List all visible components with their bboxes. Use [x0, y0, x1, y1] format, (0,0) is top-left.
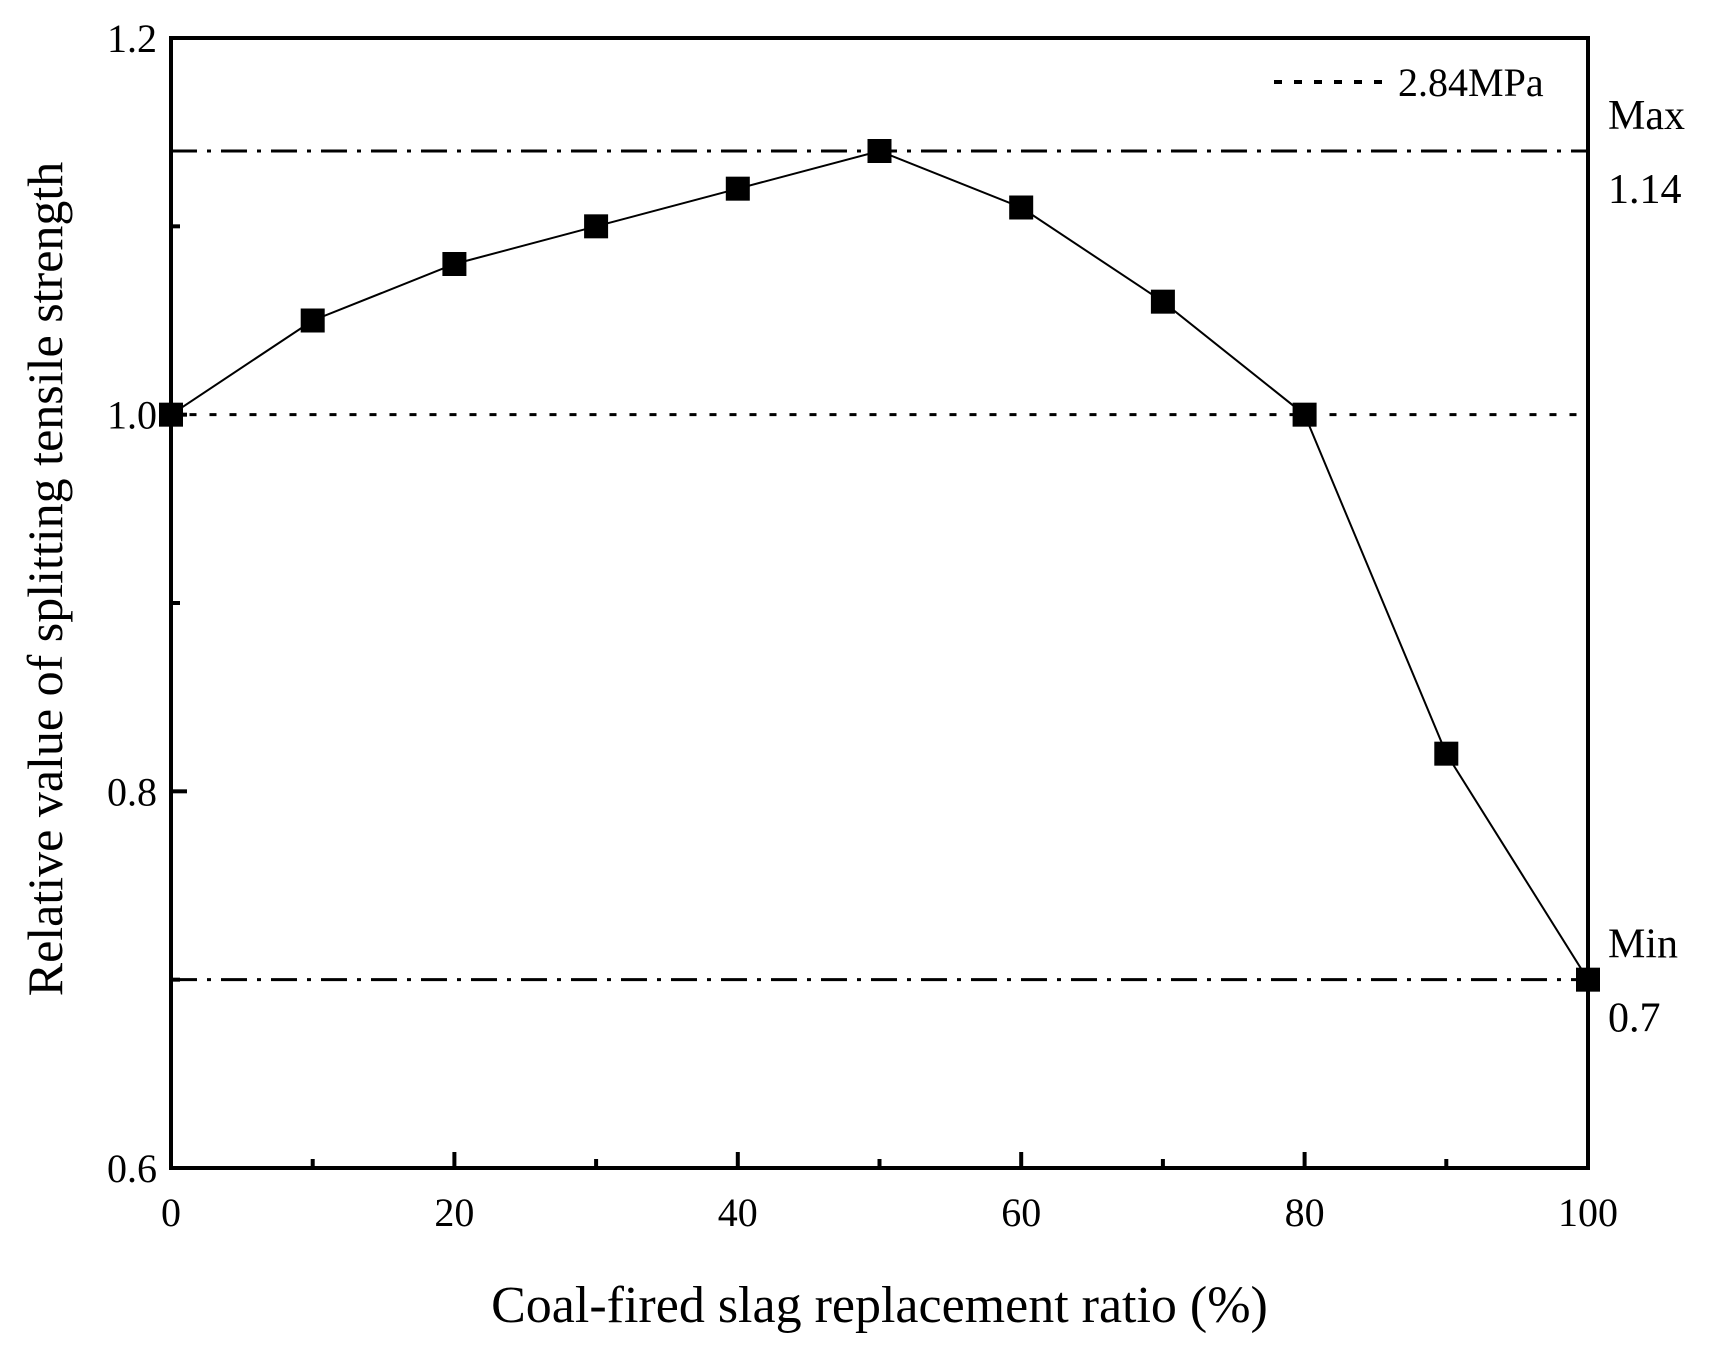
legend-label: 2.84MPa [1398, 60, 1544, 105]
reference-labels: Max 1.14 Min 0.7 [1608, 93, 1685, 1042]
reference-lines [169, 149, 1590, 982]
data-point [867, 139, 892, 163]
x-tick-label: 100 [1558, 1190, 1618, 1235]
y-axis-label: Relative value of splitting tensile stre… [17, 162, 73, 997]
legend: 2.84MPa [1274, 60, 1544, 105]
plot-frame [169, 36, 1590, 1170]
data-point [1292, 402, 1317, 427]
data-point [300, 308, 325, 333]
y-tick-label: 1.0 [107, 393, 157, 438]
reference-label-value-1: 1.14 [1608, 167, 1682, 213]
data-point [442, 252, 467, 276]
axis-ticks [169, 36, 1590, 1170]
x-tick-label: 40 [718, 1190, 758, 1235]
series-line-0 [170, 149, 1589, 981]
y-tick-label: 0.8 [107, 769, 157, 814]
series-layer [159, 139, 1600, 992]
reference-label-title-1: Max [1608, 93, 1685, 139]
data-point [725, 176, 750, 201]
x-axis-label: Coal-fired slag replacement ratio (%) [491, 1277, 1268, 1334]
data-point [1434, 741, 1459, 766]
y-tick-label: 0.6 [107, 1146, 157, 1191]
x-tick-label: 0 [161, 1190, 181, 1235]
reference-label-title-2: Min [1608, 922, 1678, 968]
x-tick-label: 20 [434, 1190, 474, 1235]
axis-tick-labels: 0 20 40 60 80 100 0.6 0.8 1.0 1.2 [107, 16, 1618, 1235]
reference-label-value-2: 0.7 [1608, 996, 1661, 1042]
data-point [1009, 195, 1034, 220]
data-point [584, 214, 609, 239]
x-tick-label: 60 [1001, 1190, 1041, 1235]
x-tick-label: 80 [1285, 1190, 1325, 1235]
y-tick-label: 1.2 [107, 16, 157, 61]
data-point [1150, 289, 1175, 314]
